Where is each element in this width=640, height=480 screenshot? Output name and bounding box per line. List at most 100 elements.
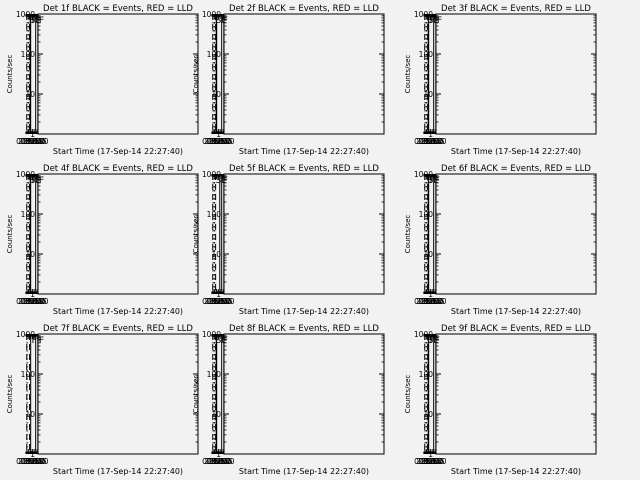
x-tick-label: 23:45 xyxy=(18,457,40,466)
x-tick-label: 23:45 xyxy=(18,137,40,146)
plot-title: Det 7f BLACK = Events, RED = LLD xyxy=(43,324,193,334)
plot-frame xyxy=(37,173,199,295)
x-tick-label: 22:30 xyxy=(425,457,447,466)
x-tick-label: 23:00 xyxy=(209,297,231,306)
y-axis-label: Counts/sec xyxy=(6,55,14,94)
y-tick-label: 1 xyxy=(216,290,221,299)
x-tick-label: 00:00 xyxy=(16,297,38,306)
x-axis-label: Start Time (17-Sep-14 22:27:40) xyxy=(53,147,183,156)
detector-panel-2: Det 2f BLACK = Events, RED = LLD Counts/s… xyxy=(192,4,385,156)
x-tick-label: 22:30 xyxy=(213,137,235,146)
x-tick-label: 23:30 xyxy=(418,457,440,466)
event-marker-label: F xyxy=(32,16,37,26)
x-axis-label: Start Time (17-Sep-14 22:27:40) xyxy=(451,147,581,156)
y-tick-label: 1 xyxy=(30,290,35,299)
event-marker-label: F xyxy=(37,336,42,346)
x-axis-label: Start Time (17-Sep-14 22:27:40) xyxy=(451,467,581,476)
event-marker-label: SE xyxy=(428,176,440,186)
plot-title: Det 9f BLACK = Events, RED = LLD xyxy=(441,324,591,334)
x-tick-label: 22:30 xyxy=(27,297,49,306)
event-marker-label: SE xyxy=(30,16,42,26)
event-marker-label: F xyxy=(435,336,440,346)
detector-panel-6: Det 6f BLACK = Events, RED = LLD Counts/s… xyxy=(404,164,597,316)
y-tick-label: 100 xyxy=(207,210,222,219)
event-marker-label: F xyxy=(37,16,42,26)
y-tick-label: 1 xyxy=(30,130,35,139)
y-axis-label: Counts/sec xyxy=(404,215,412,254)
plot-title: Det 3f BLACK = Events, RED = LLD xyxy=(441,4,591,14)
detector-panel-4: Det 4f BLACK = Events, RED = LLD Counts/s… xyxy=(6,164,199,316)
x-tick-label: 00:00 xyxy=(414,137,436,146)
event-marker-label: SE xyxy=(30,176,42,186)
x-tick-label: 00:00 xyxy=(16,457,38,466)
x-tick-label: 23:15 xyxy=(22,137,44,146)
y-tick-label: 100 xyxy=(207,370,222,379)
events-series-line xyxy=(224,80,225,83)
x-tick-label: 23:15 xyxy=(208,137,230,146)
plot-title: Det 2f BLACK = Events, RED = LLD xyxy=(229,4,379,14)
x-tick-label: 23:45 xyxy=(204,297,226,306)
x-tick-label: 23:30 xyxy=(206,457,228,466)
y-tick-label: 1 xyxy=(428,450,433,459)
y-tick-label: 100 xyxy=(21,50,36,59)
y-axis-label: Counts/sec xyxy=(6,375,14,414)
x-tick-label: 00:00 xyxy=(414,457,436,466)
x-axis-label: Start Time (17-Sep-14 22:27:40) xyxy=(239,307,369,316)
x-tick-label: 23:45 xyxy=(204,137,226,146)
event-marker-label: SE xyxy=(216,16,228,26)
x-tick-label: 23:15 xyxy=(22,297,44,306)
x-tick-label: 00:00 xyxy=(414,297,436,306)
x-tick-label: 23:45 xyxy=(18,297,40,306)
plot-frame xyxy=(37,13,199,135)
event-marker-label: F xyxy=(223,176,228,186)
x-tick-label: 23:15 xyxy=(22,457,44,466)
plot-title: Det 8f BLACK = Events, RED = LLD xyxy=(229,324,379,334)
event-marker-label: F xyxy=(39,336,44,346)
y-tick-label: 1 xyxy=(428,130,433,139)
plot-frame xyxy=(435,173,597,295)
detector-panel-8: Det 8f BLACK = Events, RED = LLD Counts/s… xyxy=(192,324,385,476)
x-tick-label: 22:30 xyxy=(213,457,235,466)
event-marker-label: F xyxy=(435,176,440,186)
event-marker-label: F xyxy=(39,176,44,186)
x-tick-label: 22:30 xyxy=(425,137,447,146)
event-marker-label: F xyxy=(437,16,442,26)
plot-frame xyxy=(435,13,597,135)
x-tick-label: 23:15 xyxy=(208,457,230,466)
x-tick-label: 23:15 xyxy=(420,457,442,466)
x-tick-label: 22:30 xyxy=(425,297,447,306)
x-tick-label: 23:30 xyxy=(206,297,228,306)
x-tick-label: 22:45 xyxy=(25,297,47,306)
event-marker-label: F xyxy=(430,16,435,26)
event-marker-label: SE xyxy=(216,336,228,346)
y-tick-label: 10 xyxy=(211,250,221,259)
y-tick-label: 1 xyxy=(216,130,221,139)
x-tick-label: 22:45 xyxy=(25,137,47,146)
x-tick-label: 23:30 xyxy=(20,137,42,146)
x-tick-label: 23:30 xyxy=(418,137,440,146)
detector-panel-9: Det 9f BLACK = Events, RED = LLD Counts/s… xyxy=(404,324,597,476)
event-marker-label: SE xyxy=(216,176,228,186)
x-tick-label: 22:45 xyxy=(423,137,445,146)
y-tick-label: 1 xyxy=(428,290,433,299)
plot-frame xyxy=(223,173,385,295)
x-tick-label: 22:30 xyxy=(27,457,49,466)
x-tick-label: 00:00 xyxy=(202,297,224,306)
detector-panel-7: Det 7f BLACK = Events, RED = LLD Counts/s… xyxy=(6,324,199,476)
x-tick-label: 23:45 xyxy=(416,457,438,466)
event-marker-label: SE xyxy=(428,336,440,346)
x-tick-label: 00:00 xyxy=(202,457,224,466)
y-axis-label: Counts/sec xyxy=(404,55,412,94)
event-marker-label: F xyxy=(39,16,44,26)
y-axis-label: Counts/sec xyxy=(6,215,14,254)
x-tick-label: 23:00 xyxy=(23,297,45,306)
x-tick-label: 23:00 xyxy=(421,297,443,306)
event-marker-label: F xyxy=(37,176,42,186)
x-tick-label: 23:45 xyxy=(204,457,226,466)
y-tick-label: 100 xyxy=(419,210,434,219)
x-tick-label: 23:00 xyxy=(421,457,443,466)
x-tick-label: 23:45 xyxy=(416,137,438,146)
x-tick-label: 23:30 xyxy=(20,297,42,306)
plot-frame xyxy=(223,333,385,455)
